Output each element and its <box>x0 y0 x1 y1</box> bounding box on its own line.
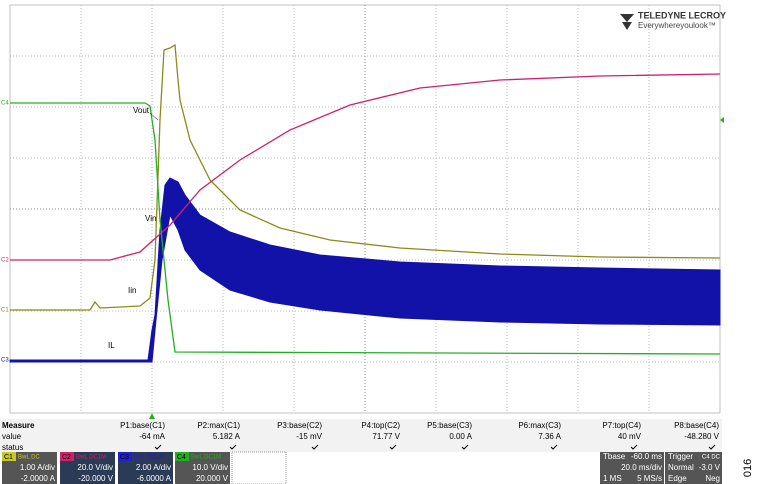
graticule <box>9 4 721 414</box>
measure-value: -48.280 V <box>684 432 719 441</box>
status-check <box>708 444 716 450</box>
channel-name: C3 <box>120 454 129 461</box>
status-check <box>461 444 469 450</box>
timebase-box[interactable] <box>600 452 664 484</box>
measure-value: -64 mA <box>139 432 165 441</box>
channel-coupling: BwL DC1M <box>76 455 106 461</box>
channel-marker: C4 <box>1 101 9 107</box>
channel-coupling: BwL DC1M <box>134 455 164 461</box>
measure-value: 40 mV <box>618 432 642 441</box>
status-check <box>229 444 237 450</box>
trigger-mode: Normal <box>668 463 694 472</box>
timebase-label: Tbase <box>603 452 626 461</box>
channel-marker: C1 <box>1 308 9 314</box>
channel-offset: -6.0000 A <box>137 474 172 483</box>
channel-box[interactable]: C4 BwL DC1M 10.0 V/div 20.000 V <box>175 452 230 484</box>
measure-header: P7:top(C4) <box>602 421 641 430</box>
status-check <box>389 444 397 450</box>
measure-panel <box>0 419 722 452</box>
channel-offset: -2.0000 A <box>21 474 56 483</box>
trace-c2 <box>10 73 721 261</box>
channel-scale: 2.00 A/div <box>136 463 171 472</box>
status-check <box>550 444 558 450</box>
status-check <box>630 444 638 450</box>
trace-label: Vout <box>133 106 150 115</box>
row-label: status <box>2 443 23 452</box>
measure-header: P2:max(C1) <box>197 421 240 430</box>
measure-title: Measure <box>2 421 35 430</box>
trigger-source: C4 DC <box>702 455 721 461</box>
channel-box[interactable]: C3 BwL DC1M 2.00 A/div -6.0000 A <box>118 452 173 484</box>
trace-c4 <box>10 102 721 355</box>
timebase-rate: 5 MS/s <box>637 474 662 483</box>
channel-offset: 20.000 V <box>196 474 229 483</box>
measure-header: P3:base(C2) <box>277 421 322 430</box>
measure-header: P8:base(C4) <box>674 421 719 430</box>
logo-brand: TELEDYNE LECROY <box>638 10 726 20</box>
trace-label: IL <box>108 341 115 350</box>
channel-tab <box>60 452 74 461</box>
measure-value: 5.182 A <box>213 432 241 441</box>
channel-tab <box>118 452 132 461</box>
measure-value: 71.77 V <box>372 432 400 441</box>
trace-c3 <box>9 177 721 363</box>
channel-box[interactable]: C2 BwL DC1M 20.0 V/div -20.000 V <box>60 452 115 484</box>
logo-icon <box>620 14 634 30</box>
offset-marker <box>720 117 724 123</box>
trace-label: Vin <box>145 214 156 223</box>
status-check <box>311 444 319 450</box>
trigger-label: Trigger <box>668 452 693 461</box>
trace-label: Iin <box>128 286 136 295</box>
channel-name: C2 <box>62 454 71 461</box>
channel-box[interactable]: C1 BwL DC 1.00 A/div -2.0000 A <box>2 452 57 484</box>
channel-coupling: BwL DC1M <box>191 455 221 461</box>
logo-tagline: Everywhereyoulook™ <box>638 21 716 30</box>
measure-value: -15 mV <box>296 432 322 441</box>
channel-name: C4 <box>177 454 186 461</box>
measure-header: P5:base(C3) <box>427 421 472 430</box>
trigger-marker <box>149 413 155 419</box>
channel-name: C1 <box>4 454 13 461</box>
empty-slot <box>231 451 287 484</box>
row-label: value <box>2 432 22 441</box>
channel-scale: 20.0 V/div <box>77 463 113 472</box>
side-label: 016 <box>742 459 754 477</box>
channel-coupling: BwL DC <box>18 455 40 461</box>
channel-scale: 10.0 V/div <box>192 463 228 472</box>
trace-c1 <box>10 43 721 311</box>
channel-tab <box>2 452 16 461</box>
channel-scale: 1.00 A/div <box>20 463 55 472</box>
channel-marker: C3 <box>1 358 9 364</box>
trigger-slope: Neg <box>705 474 720 483</box>
trigger-box[interactable] <box>665 452 722 484</box>
trigger-type: Edge <box>668 474 687 483</box>
timebase-points: 1 MS <box>603 474 622 483</box>
timebase-delay: -60.0 ms <box>631 452 662 461</box>
measure-header: P4:top(C2) <box>361 421 400 430</box>
measure-value: 7.36 A <box>538 432 561 441</box>
timebase-scale: 20.0 ms/div <box>621 463 662 472</box>
channel-markers: C4 C2 C1 C3 <box>1 101 9 364</box>
measure-value: 0.00 A <box>449 432 472 441</box>
trigger-level: -3.0 V <box>699 463 721 472</box>
measure-header: P1:base(C1) <box>120 421 165 430</box>
status-check <box>154 444 162 450</box>
measure-header: P6:max(C3) <box>518 421 561 430</box>
channel-marker: C2 <box>1 258 9 264</box>
channel-tab <box>175 452 189 461</box>
channel-offset: -20.000 V <box>78 474 113 483</box>
